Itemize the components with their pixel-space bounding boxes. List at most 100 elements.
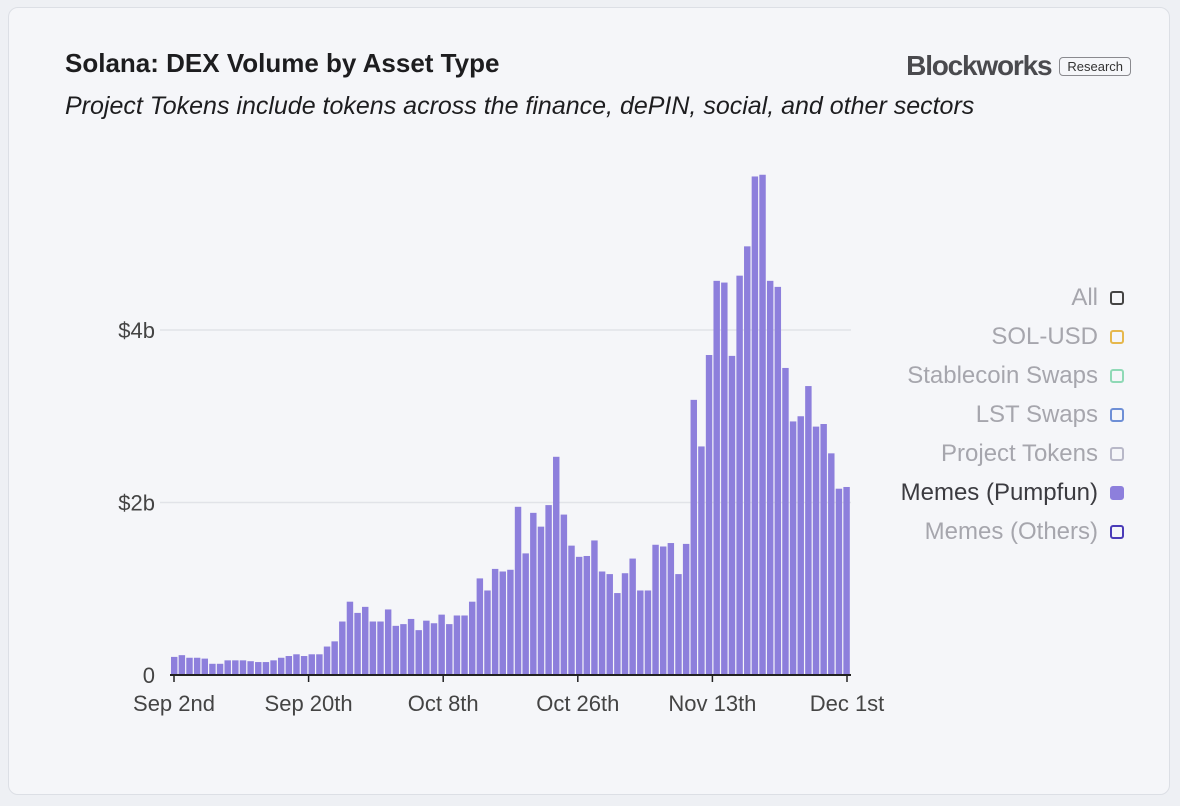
bar[interactable] [736,275,743,675]
bar[interactable] [744,246,751,675]
legend-label: Stablecoin Swaps [907,361,1098,389]
bar[interactable] [828,453,835,675]
bar[interactable] [392,625,400,675]
bar[interactable] [193,657,201,675]
bar[interactable] [468,601,476,675]
bar[interactable] [698,446,705,675]
bar[interactable] [491,568,499,675]
bar[interactable] [354,612,361,675]
bar[interactable] [331,641,338,675]
bar[interactable] [300,656,308,675]
bar[interactable] [407,618,415,675]
legend-item[interactable]: Memes (Pumpfun) [901,473,1124,512]
bar[interactable] [812,426,820,675]
bar[interactable] [575,556,583,675]
bar[interactable] [637,590,644,675]
bar[interactable] [530,512,537,675]
bar[interactable] [415,630,422,675]
bar[interactable] [262,662,270,675]
bar[interactable] [201,658,208,675]
bar[interactable] [285,656,293,675]
bar[interactable] [545,505,552,675]
bar[interactable] [453,615,461,675]
bar[interactable] [476,578,484,675]
bar[interactable] [728,355,736,676]
bar[interactable] [805,386,812,675]
bar[interactable] [820,424,827,675]
bar[interactable] [553,456,560,675]
bar[interactable] [682,543,690,675]
legend-item[interactable]: SOL-USD [991,317,1124,356]
bar[interactable] [644,590,652,675]
bar[interactable] [323,646,331,675]
bar[interactable] [339,621,346,675]
bar[interactable] [239,660,247,675]
bar[interactable] [438,614,445,675]
bar[interactable] [621,573,629,675]
bar[interactable] [224,660,231,675]
bar[interactable] [537,526,545,675]
bar[interactable] [255,662,262,675]
bar[interactable] [484,590,491,675]
bar[interactable] [446,624,453,675]
bar[interactable] [216,663,224,675]
legend-item[interactable]: Project Tokens [941,434,1124,473]
bar[interactable] [178,655,186,675]
bar[interactable] [308,654,315,675]
bar[interactable] [499,571,506,676]
bar[interactable] [721,282,728,675]
bar[interactable] [171,656,178,675]
bar[interactable] [369,621,377,675]
bar[interactable] [606,574,613,675]
bar[interactable] [277,657,285,675]
bar[interactable] [667,543,675,675]
legend-item[interactable]: Stablecoin Swaps [907,356,1124,395]
bar[interactable] [713,280,720,675]
bar[interactable] [675,574,682,675]
bar[interactable] [430,623,438,675]
bar[interactable] [560,514,568,676]
legend-item[interactable]: Memes (Others) [925,512,1124,551]
bar[interactable] [186,657,193,675]
bar[interactable] [614,593,621,675]
bar[interactable] [591,540,598,675]
bar[interactable] [690,399,697,675]
legend-item[interactable]: All [1071,278,1124,317]
bar[interactable] [514,506,522,675]
bar[interactable] [629,558,636,675]
bar[interactable] [377,621,384,675]
bar[interactable] [583,555,591,675]
bar[interactable] [232,660,239,675]
bar[interactable] [774,286,782,676]
bar[interactable] [507,569,514,675]
bar[interactable] [384,609,392,675]
bar[interactable] [751,176,759,675]
chart-subtitle: Project Tokens include tokens across the… [65,92,975,120]
bar[interactable] [400,624,407,675]
legend-item[interactable]: LST Swaps [976,395,1124,434]
bar[interactable] [782,367,789,675]
bar[interactable] [346,601,354,675]
bar[interactable] [598,571,606,676]
legend-swatch [1110,446,1124,461]
bar[interactable] [522,553,529,675]
bar[interactable] [797,416,804,675]
bar[interactable] [843,486,850,676]
bar[interactable] [568,545,575,676]
bar[interactable] [293,654,300,675]
bar[interactable] [652,544,659,675]
bar[interactable] [789,421,797,675]
bar[interactable] [247,661,254,675]
bar[interactable] [759,174,766,675]
bar[interactable] [659,546,667,675]
bar[interactable] [362,606,369,675]
bar[interactable] [270,660,277,675]
bar[interactable] [423,620,430,675]
bar[interactable] [766,280,774,675]
bar[interactable] [316,654,323,675]
bar[interactable] [209,663,216,675]
bar[interactable] [705,355,713,675]
bar[interactable] [835,488,843,675]
bar[interactable] [461,615,468,675]
